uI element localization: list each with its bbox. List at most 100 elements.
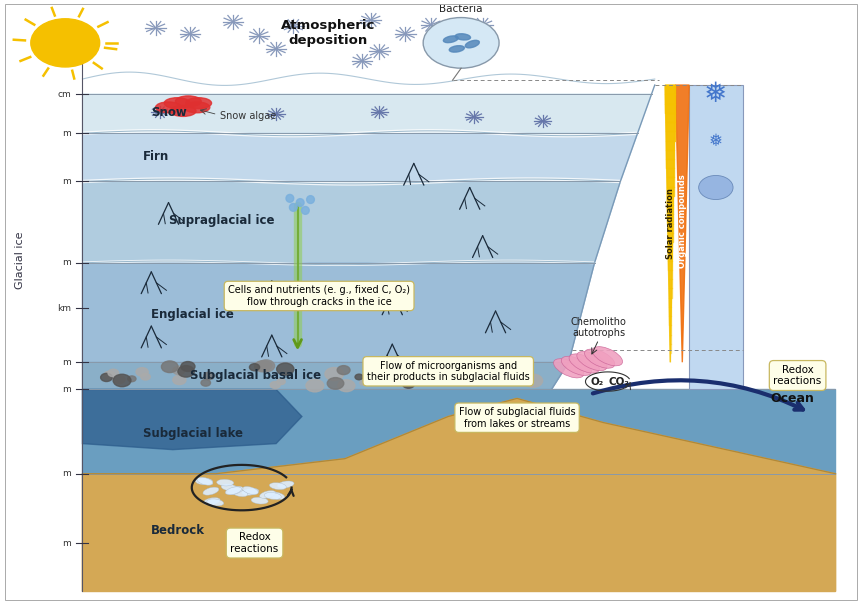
Ellipse shape [231, 489, 247, 496]
Text: Ocean: Ocean [770, 392, 814, 405]
Circle shape [136, 368, 148, 376]
Text: m: m [63, 177, 71, 186]
Circle shape [140, 373, 150, 380]
Ellipse shape [207, 499, 224, 506]
Ellipse shape [216, 480, 233, 486]
Ellipse shape [443, 36, 458, 43]
Circle shape [487, 377, 499, 385]
Circle shape [500, 362, 514, 373]
Circle shape [402, 380, 414, 388]
Ellipse shape [296, 199, 304, 207]
Ellipse shape [242, 486, 258, 495]
Ellipse shape [264, 492, 281, 500]
Circle shape [113, 374, 131, 387]
Circle shape [518, 379, 526, 384]
Text: Snow: Snow [152, 106, 187, 118]
Ellipse shape [156, 102, 181, 113]
Text: Glacial ice: Glacial ice [15, 231, 25, 289]
Ellipse shape [277, 481, 294, 488]
Ellipse shape [289, 204, 297, 211]
Ellipse shape [584, 349, 614, 368]
Text: Redox
reactions: Redox reactions [772, 365, 821, 387]
Circle shape [181, 362, 195, 371]
Circle shape [366, 377, 374, 382]
Ellipse shape [170, 106, 195, 117]
Circle shape [173, 366, 184, 374]
Text: CO₂: CO₂ [608, 376, 629, 387]
Circle shape [249, 364, 259, 371]
Circle shape [697, 175, 732, 199]
Text: Flow of subglacial fluids
from lakes or streams: Flow of subglacial fluids from lakes or … [458, 407, 574, 428]
Text: Englacial ice: Englacial ice [152, 307, 234, 321]
Polygon shape [83, 474, 834, 591]
Circle shape [325, 367, 343, 381]
Text: Supraglacial ice: Supraglacial ice [168, 214, 274, 227]
Circle shape [337, 365, 350, 374]
Ellipse shape [561, 356, 591, 376]
Polygon shape [675, 85, 689, 362]
Circle shape [108, 369, 119, 377]
Ellipse shape [576, 352, 606, 371]
Ellipse shape [592, 347, 622, 366]
Circle shape [359, 380, 367, 385]
Circle shape [31, 19, 100, 67]
Ellipse shape [227, 486, 243, 495]
Ellipse shape [423, 18, 499, 68]
Text: Solar radiation: Solar radiation [665, 188, 674, 259]
Circle shape [355, 374, 362, 380]
Polygon shape [83, 399, 834, 591]
Circle shape [257, 360, 275, 372]
Polygon shape [83, 362, 568, 390]
Text: cm: cm [58, 89, 71, 98]
Circle shape [503, 370, 514, 379]
Text: m: m [63, 385, 71, 394]
Text: m: m [63, 358, 71, 367]
Ellipse shape [221, 484, 238, 491]
Ellipse shape [449, 46, 464, 52]
Ellipse shape [203, 498, 220, 505]
Ellipse shape [185, 98, 211, 109]
Text: Firn: Firn [143, 150, 169, 162]
Ellipse shape [175, 96, 201, 107]
FancyBboxPatch shape [689, 85, 741, 390]
Text: Atmospheric
deposition: Atmospheric deposition [280, 19, 375, 47]
Ellipse shape [568, 354, 598, 373]
Text: Chemolitho
autotrophs: Chemolitho autotrophs [570, 316, 626, 338]
Circle shape [201, 379, 210, 386]
Circle shape [276, 363, 294, 375]
Circle shape [479, 369, 495, 381]
Ellipse shape [225, 487, 241, 495]
Circle shape [114, 376, 125, 384]
Ellipse shape [202, 487, 219, 495]
Circle shape [523, 374, 542, 387]
Ellipse shape [465, 40, 479, 48]
Text: ❅: ❅ [703, 80, 727, 108]
Text: ❅: ❅ [708, 132, 722, 150]
Text: Subglacial basal ice: Subglacial basal ice [189, 369, 321, 382]
Circle shape [127, 376, 136, 382]
Ellipse shape [455, 34, 470, 40]
Ellipse shape [196, 477, 213, 485]
Ellipse shape [553, 359, 583, 378]
Text: Bedrock: Bedrock [152, 524, 205, 538]
Text: m: m [63, 539, 71, 548]
Ellipse shape [195, 478, 213, 484]
Circle shape [327, 378, 344, 389]
Text: km: km [57, 304, 71, 312]
Ellipse shape [301, 207, 309, 214]
Ellipse shape [259, 490, 276, 498]
Text: Redox
reactions: Redox reactions [230, 532, 278, 554]
Text: Snow algae: Snow algae [220, 111, 276, 121]
Ellipse shape [286, 194, 294, 202]
Ellipse shape [164, 98, 189, 109]
Text: m: m [63, 259, 71, 268]
Text: Flow of microorganisms and
their products in subglacial fluids: Flow of microorganisms and their product… [367, 361, 529, 382]
Circle shape [516, 365, 525, 372]
Ellipse shape [307, 196, 314, 204]
Circle shape [259, 361, 272, 370]
Ellipse shape [251, 497, 268, 504]
Text: m: m [63, 129, 71, 138]
Circle shape [101, 373, 112, 382]
Polygon shape [83, 390, 301, 449]
Circle shape [177, 365, 194, 377]
